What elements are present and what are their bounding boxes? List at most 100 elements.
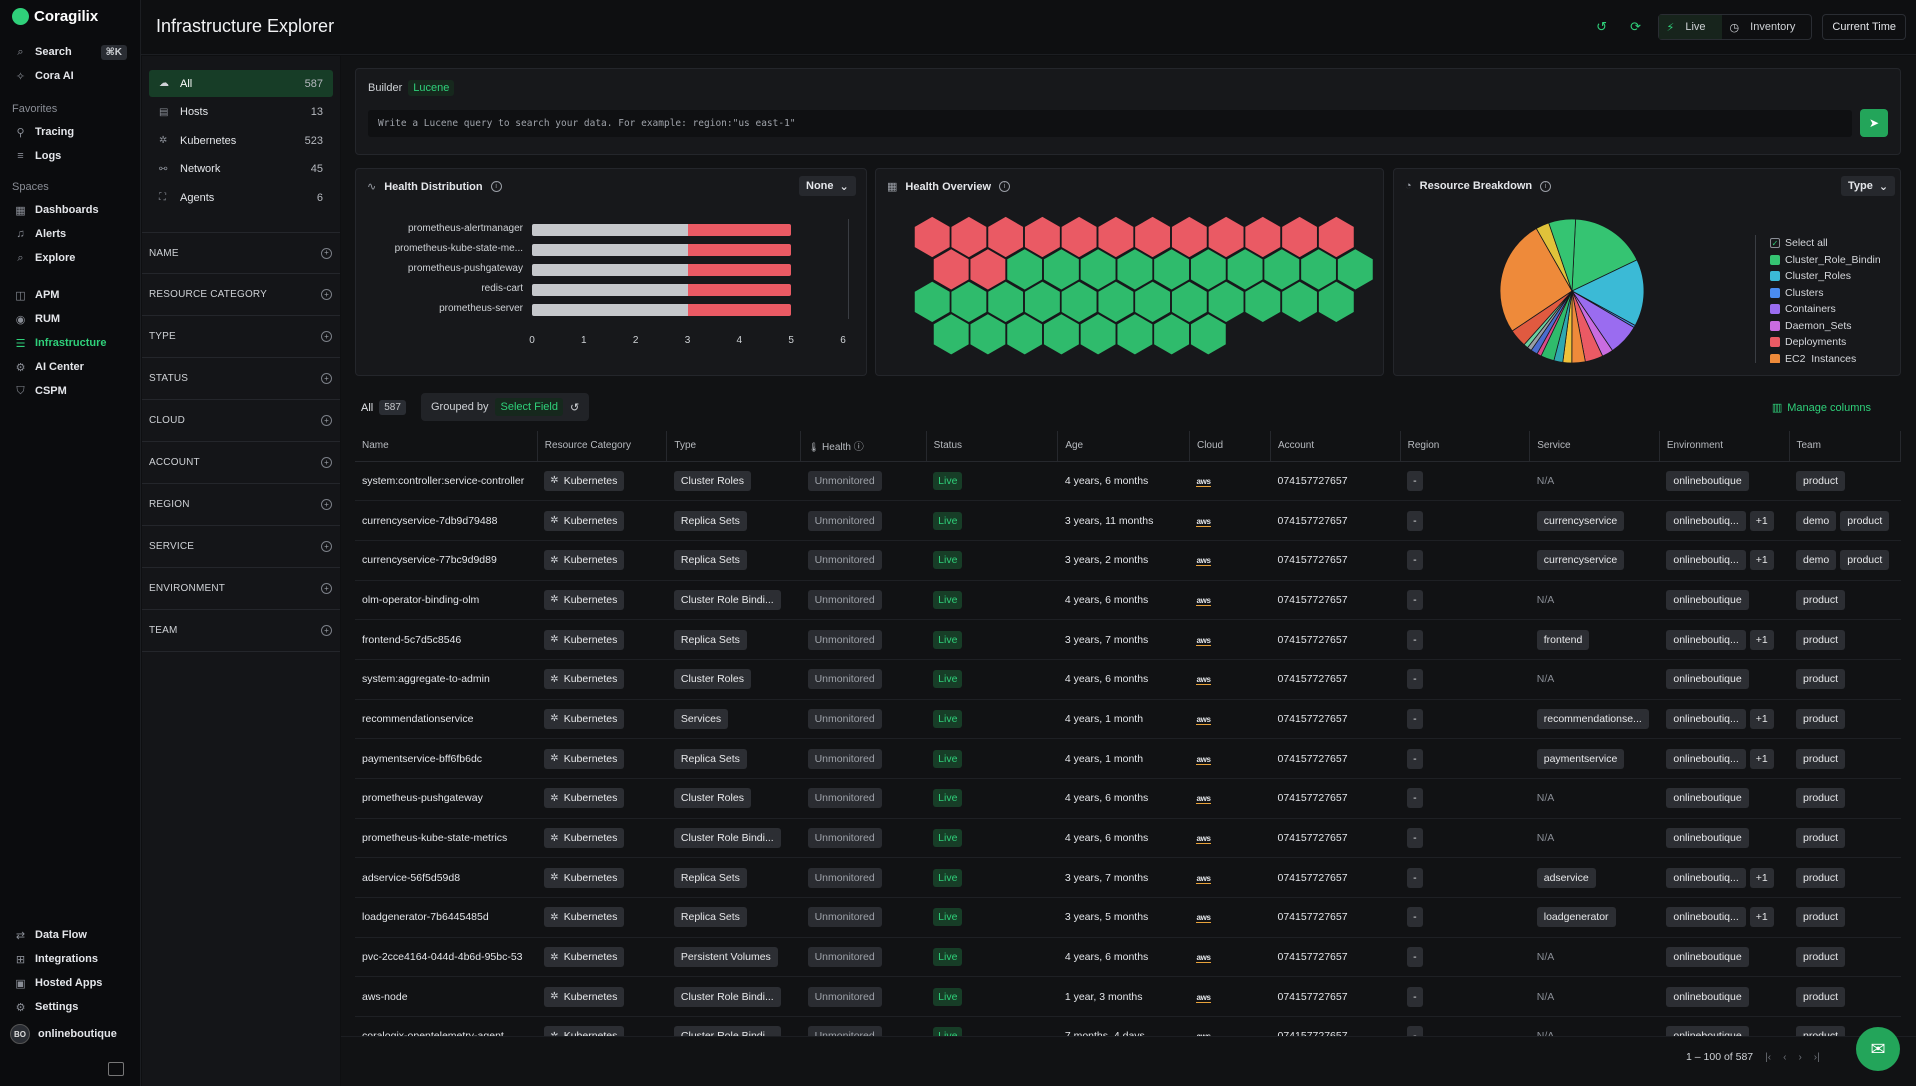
first-page-icon[interactable]: |‹ bbox=[1765, 1051, 1772, 1063]
team-chip[interactable]: product bbox=[1796, 470, 1846, 491]
environment-chip[interactable]: onlineboutiq... bbox=[1666, 550, 1746, 571]
sidebar-item-cspm[interactable]: ⛉ CSPM bbox=[0, 379, 141, 403]
category-chip[interactable]: ✲Kubernetes bbox=[544, 708, 625, 729]
collapse-sidebar-icon[interactable] bbox=[108, 1062, 124, 1076]
column-header-status[interactable]: Status bbox=[926, 431, 1059, 462]
info-icon[interactable]: i bbox=[1540, 180, 1552, 192]
team-chip[interactable]: product bbox=[1796, 867, 1846, 888]
type-chip[interactable]: Cluster Roles bbox=[673, 470, 751, 491]
cell-name[interactable]: currencyservice-77bc9d9d89 bbox=[355, 540, 538, 581]
pie-slice[interactable] bbox=[1571, 218, 1638, 292]
type-chip[interactable]: Cluster Role Bindi... bbox=[673, 828, 781, 849]
user-menu[interactable]: BO onlineboutique bbox=[0, 1022, 141, 1046]
category-chip[interactable]: ✲Kubernetes bbox=[544, 510, 625, 531]
select-field-button[interactable]: Select Field bbox=[495, 398, 563, 416]
more-environments-chip[interactable]: +1 bbox=[1749, 510, 1774, 531]
environment-chip[interactable]: onlineboutique bbox=[1666, 589, 1749, 610]
sidebar-item-hosted-apps[interactable]: ▣ Hosted Apps bbox=[15, 977, 103, 990]
filter-region[interactable]: REGION + bbox=[142, 484, 340, 526]
service-chip[interactable]: frontend bbox=[1536, 629, 1590, 650]
legend-item[interactable]: Daemon_Sets bbox=[1770, 318, 1880, 335]
service-chip[interactable]: paymentservice bbox=[1536, 748, 1625, 769]
type-chip[interactable]: Cluster Role Bindi... bbox=[673, 986, 781, 1007]
sidebar-item-ai-center[interactable]: ⚙ AI Center bbox=[15, 361, 84, 374]
category-chip[interactable]: ✲Kubernetes bbox=[544, 589, 625, 610]
lucene-tab[interactable]: Lucene bbox=[408, 80, 455, 96]
next-page-icon[interactable]: › bbox=[1798, 1051, 1802, 1063]
category-chip[interactable]: ✲Kubernetes bbox=[544, 748, 625, 769]
filter-status[interactable]: STATUS + bbox=[142, 358, 340, 400]
team-chip[interactable]: demo bbox=[1796, 550, 1837, 571]
manage-columns-button[interactable]: ▥ Manage columns bbox=[1771, 401, 1871, 415]
table-row[interactable]: pvc-2cce4164-044d-4b6d-95bc-53 ✲ Kubernete… bbox=[355, 937, 1901, 978]
bar[interactable] bbox=[532, 264, 792, 276]
legend-item[interactable]: Containers bbox=[1770, 301, 1880, 318]
table-row[interactable]: prometheus-pushgateway ✲ Kubernetes Cluster… bbox=[355, 778, 1901, 819]
filter-resource-category[interactable]: RESOURCE CATEGORY + bbox=[142, 274, 340, 316]
cell-name[interactable]: adservice-56f5d59d8 bbox=[355, 857, 538, 899]
filter-type[interactable]: TYPE + bbox=[142, 316, 340, 358]
environment-chip[interactable]: onlineboutique bbox=[1666, 986, 1749, 1007]
column-header-name[interactable]: Name bbox=[355, 431, 538, 462]
more-environments-chip[interactable]: +1 bbox=[1749, 629, 1774, 650]
bar[interactable] bbox=[532, 284, 792, 296]
category-hosts[interactable]: ▤ Hosts 13 bbox=[159, 106, 323, 118]
team-chip[interactable]: product bbox=[1796, 708, 1846, 729]
type-chip[interactable]: Replica Sets bbox=[673, 550, 747, 571]
sidebar-item-data-flow[interactable]: ⇄ Data Flow bbox=[15, 929, 87, 942]
info-icon[interactable]: ⓘ bbox=[850, 442, 864, 454]
table-row[interactable]: system:controller:service-controller ✲ Kub… bbox=[355, 461, 1901, 502]
query-input[interactable]: Write a Lucene query to search your data… bbox=[368, 110, 1852, 137]
service-chip[interactable]: currencyservice bbox=[1536, 510, 1625, 531]
filter-name[interactable]: NAME + bbox=[142, 232, 340, 274]
type-chip[interactable]: Replica Sets bbox=[673, 510, 747, 531]
column-header-team[interactable]: Team bbox=[1789, 431, 1901, 462]
cell-name[interactable]: prometheus-pushgateway bbox=[355, 778, 538, 819]
table-row[interactable]: loadgenerator-7b6445485d ✲ Kubernetes Repli… bbox=[355, 897, 1901, 938]
column-header-health[interactable]: 🌡 Health ⓘ bbox=[800, 431, 927, 462]
type-chip[interactable]: Services bbox=[673, 708, 729, 729]
info-icon[interactable]: i bbox=[999, 181, 1010, 192]
environment-chip[interactable]: onlineboutique bbox=[1666, 669, 1749, 690]
resource-breakdown-dropdown[interactable]: Type ⌄ bbox=[1841, 176, 1896, 196]
health-hex-cell[interactable] bbox=[1317, 280, 1356, 324]
cell-name[interactable]: olm-operator-binding-olm bbox=[355, 580, 538, 621]
cell-name[interactable]: frontend-5c7d5c8546 bbox=[355, 619, 538, 660]
pie-slice[interactable] bbox=[1499, 227, 1573, 332]
bar[interactable] bbox=[532, 304, 792, 316]
category-chip[interactable]: ✲Kubernetes bbox=[544, 907, 625, 928]
type-chip[interactable]: Replica Sets bbox=[673, 629, 747, 650]
sidebar-item-alerts[interactable]: ♫ Alerts bbox=[0, 222, 141, 246]
category-chip[interactable]: ✲Kubernetes bbox=[544, 669, 625, 690]
type-chip[interactable]: Cluster Role Bindi... bbox=[673, 589, 781, 610]
inventory-button[interactable]: ◷ Inventory bbox=[1729, 21, 1796, 34]
type-chip[interactable]: Persistent Volumes bbox=[673, 947, 778, 968]
table-row[interactable]: system:aggregate-to-admin ✲ Kubernetes Clus… bbox=[355, 659, 1901, 700]
prev-page-icon[interactable]: ‹ bbox=[1783, 1051, 1787, 1063]
table-row[interactable]: adservice-56f5d59d8 ✲ Kubernetes Replica Se… bbox=[355, 857, 1901, 899]
service-chip[interactable]: currencyservice bbox=[1536, 550, 1625, 571]
team-chip[interactable]: product bbox=[1796, 669, 1846, 690]
column-header-resource-category[interactable]: Resource Category bbox=[537, 431, 668, 462]
cell-name[interactable]: aws-node bbox=[355, 976, 538, 1018]
table-row[interactable]: frontend-5c7d5c8546 ✲ Kubernetes Replica Se… bbox=[355, 619, 1901, 660]
more-environments-chip[interactable]: +1 bbox=[1749, 748, 1774, 769]
environment-chip[interactable]: onlineboutique bbox=[1666, 788, 1749, 809]
environment-chip[interactable]: onlineboutiq... bbox=[1666, 629, 1746, 650]
team-chip[interactable]: product bbox=[1796, 986, 1846, 1007]
legend-item[interactable]: EC2_Instances bbox=[1770, 351, 1880, 363]
table-row[interactable]: recommendationservice ✲ Kubernetes Services… bbox=[355, 699, 1901, 740]
category-chip[interactable]: ✲Kubernetes bbox=[544, 986, 625, 1007]
health-hex-cell[interactable] bbox=[1189, 312, 1228, 357]
team-chip[interactable]: product bbox=[1840, 510, 1890, 531]
category-chip[interactable]: ✲Kubernetes bbox=[544, 550, 625, 571]
environment-chip[interactable]: onlineboutique bbox=[1666, 947, 1749, 968]
column-header-environment[interactable]: Environment bbox=[1659, 431, 1790, 462]
team-chip[interactable]: product bbox=[1796, 629, 1846, 650]
team-chip[interactable]: product bbox=[1796, 748, 1846, 769]
category-network[interactable]: ⚯ Network 45 bbox=[159, 163, 323, 175]
select-all-checkbox[interactable]: ✓ Select all bbox=[1770, 237, 1828, 250]
sidebar-item-integrations[interactable]: ⊞ Integrations bbox=[15, 953, 98, 966]
search-nav-item[interactable]: ⌕ Search ⌘K bbox=[0, 40, 141, 64]
column-header-age[interactable]: Age bbox=[1057, 431, 1190, 462]
